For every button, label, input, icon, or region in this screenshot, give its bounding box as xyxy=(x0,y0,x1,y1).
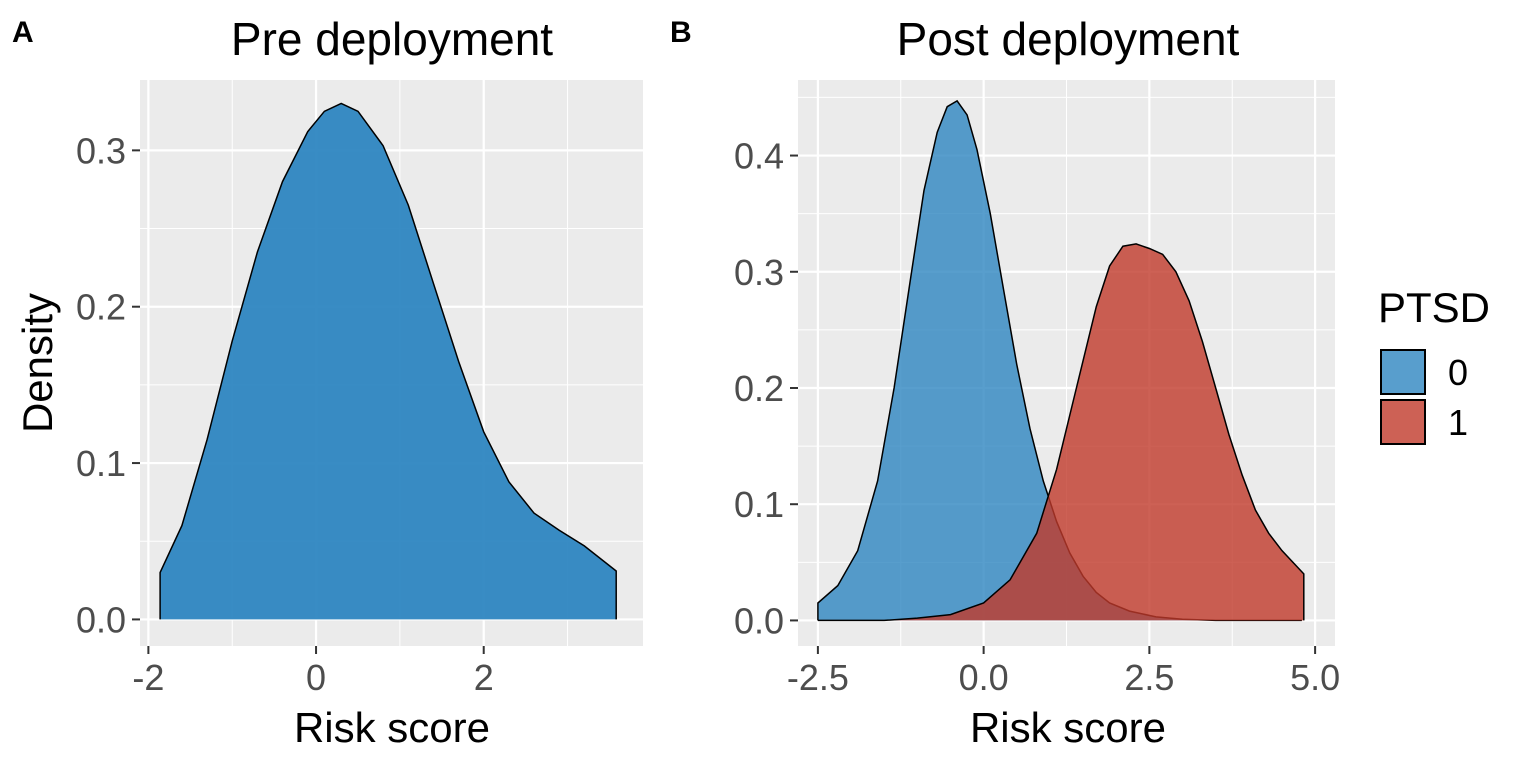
panel-a-y-tick-label: 0.0 xyxy=(76,599,126,640)
panel-b-y-tick-label: 0.1 xyxy=(734,484,784,525)
panel-a: A Pre deployment 0.0 0.1 0.2 0.3 -2 0 2 Risk … xyxy=(12,13,643,751)
panel-b-title: Post deployment xyxy=(897,13,1240,65)
panel-a-x-axis: -2 0 2 xyxy=(132,646,494,698)
panel-b-y-axis: 0.0 0.1 0.2 0.3 0.4 xyxy=(734,136,798,641)
panel-b-series xyxy=(817,99,1305,622)
legend-items: 01 xyxy=(1380,349,1468,445)
legend-label-1: 1 xyxy=(1448,402,1468,443)
panel-b-x-tick-label: 2.5 xyxy=(1124,657,1174,698)
legend-key-1 xyxy=(1380,399,1426,445)
panel-b-density-area-0 xyxy=(817,100,1302,621)
panel-b-density-outline-1 xyxy=(817,243,1305,622)
panel-b-density-area-1 xyxy=(817,243,1304,621)
panel-a-y-axis-title: Density xyxy=(14,293,61,433)
panel-b-x-axis-title: Risk score xyxy=(970,704,1166,751)
panel-b-x-tick-label: -2.5 xyxy=(787,657,849,698)
panel-b-x-tick-label: 0.0 xyxy=(959,657,1009,698)
panel-b-x-tick-label: 5.0 xyxy=(1290,657,1340,698)
panel-b-y-tick-label: 0.4 xyxy=(734,136,784,177)
panel-a-title: Pre deployment xyxy=(231,13,553,65)
panel-a-x-tick-label: 2 xyxy=(474,657,494,698)
panel-a-x-tick-label: -2 xyxy=(132,657,164,698)
legend-key-0 xyxy=(1380,349,1426,395)
panel-b-y-tick-label: 0.0 xyxy=(734,600,784,641)
panel-b-letter: B xyxy=(670,16,692,49)
legend-title: PTSD xyxy=(1378,284,1490,331)
panel-a-series xyxy=(159,102,617,620)
panel-b-y-tick-label: 0.2 xyxy=(734,368,784,409)
panel-a-y-tick-label: 0.3 xyxy=(76,130,126,171)
panel-a-y-axis: 0.0 0.1 0.2 0.3 xyxy=(76,130,140,640)
panel-a-letter: A xyxy=(12,16,34,49)
panel-a-x-tick-label: 0 xyxy=(306,657,326,698)
legend: PTSD 01 xyxy=(1378,284,1490,445)
panel-a-density-area-0 xyxy=(160,103,617,620)
panel-b: B Post deployment 0.00.10.20.30.4 -2.5 0.… xyxy=(670,13,1340,751)
panel-a-density-outline-0 xyxy=(159,102,617,620)
panel-b-y-tick-label: 0.3 xyxy=(734,252,784,293)
legend-label-0: 0 xyxy=(1448,352,1468,393)
panel-a-y-tick-label: 0.2 xyxy=(76,287,126,328)
panel-a-x-axis-title: Risk score xyxy=(294,704,490,751)
panel-a-y-tick-label: 0.1 xyxy=(76,443,126,484)
panel-b-x-axis: -2.5 0.0 2.5 5.0 xyxy=(787,646,1340,698)
